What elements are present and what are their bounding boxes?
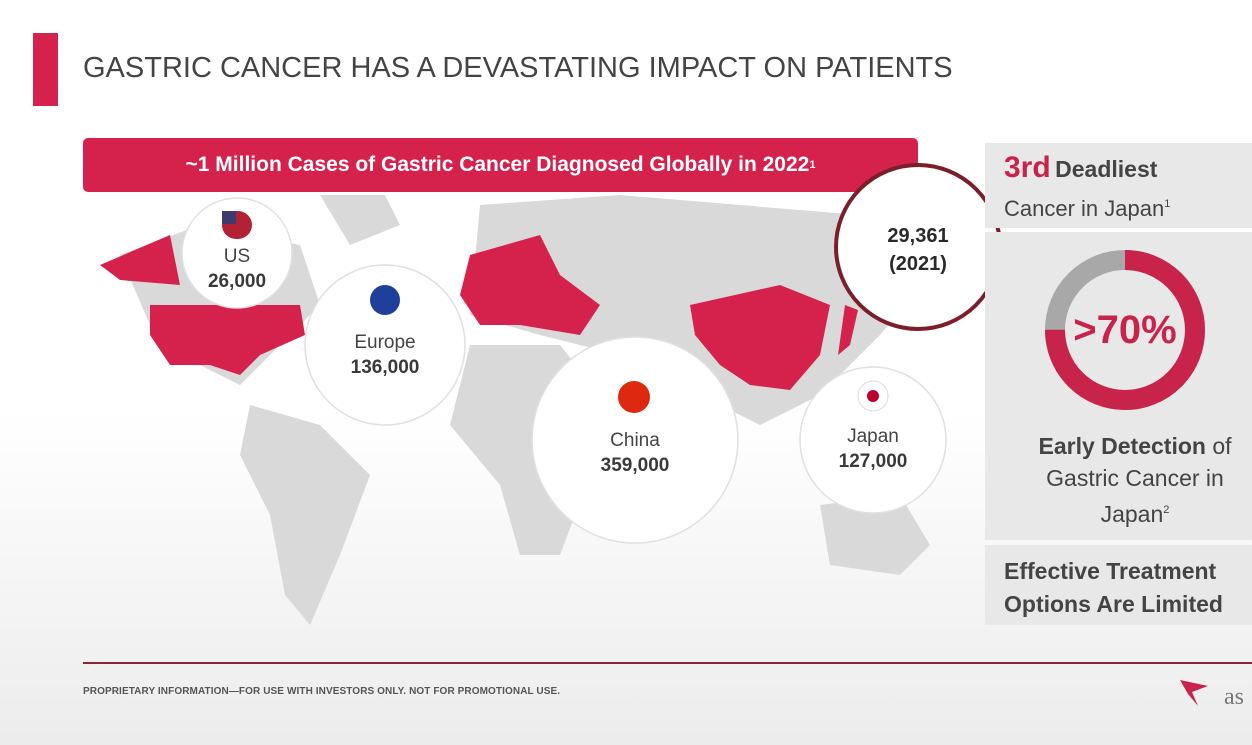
callout-year: (2021) [889,253,947,275]
china-label: China 359,000 [535,428,735,478]
rank-label: Deadliest [1055,156,1158,182]
rank-ordinal: 3rd [1004,151,1051,184]
region-name: China [610,430,660,451]
detection-label: Early Detection of Gastric Cancer in Jap… [1015,430,1252,530]
detection-label-rest: of Gastric Cancer in Japan [1046,433,1232,527]
treatment-section: Effective Treatment Options Are Limited [985,545,1252,625]
footnote: 2 [1163,504,1170,516]
rank-subtitle: Cancer in Japan [1004,196,1165,221]
region-name: US [223,246,251,267]
logo-text: as [1224,684,1244,710]
treatment-text: Effective Treatment Options Are Limited [1004,558,1223,617]
side-panel: 3rd Deadliest Cancer in Japan1 >70% Earl… [985,143,1252,633]
callout-label: 29,361 (2021) [840,222,996,278]
region-value: 127,000 [838,451,908,472]
us-label: US 26,000 [182,244,292,294]
japan-label: Japan 127,000 [800,424,946,474]
detection-value: >70% [1073,308,1177,352]
europe-label: Europe 136,000 [305,330,465,380]
footer-rule [83,662,1252,664]
banner: ~1 Million Cases of Gastric Cancer Diagn… [83,138,918,192]
slide-title: GASTRIC CANCER HAS A DEVASTATING IMPACT … [83,52,953,84]
region-value: 359,000 [600,455,670,476]
detection-label-bold: Early Detection [1038,433,1206,459]
region-value: 26,000 [207,271,267,292]
footnote: 1 [809,159,816,171]
footnote: 1 [1164,198,1171,210]
accent-bar [33,33,58,106]
region-name: Europe [354,332,416,353]
detection-section: >70% Early Detection of Gastric Cancer i… [985,232,1252,540]
callout-value: 29,361 [887,225,949,247]
banner-text: ~1 Million Cases of Gastric Cancer Diagn… [185,153,810,176]
region-name: Japan [847,426,899,447]
region-value: 136,000 [350,357,420,378]
logo-mark [1180,680,1208,706]
footer-text: PROPRIETARY INFORMATION—FOR USE WITH INV… [83,686,561,697]
donut [1045,250,1205,410]
rank-section: 3rd Deadliest Cancer in Japan1 [985,143,1252,228]
